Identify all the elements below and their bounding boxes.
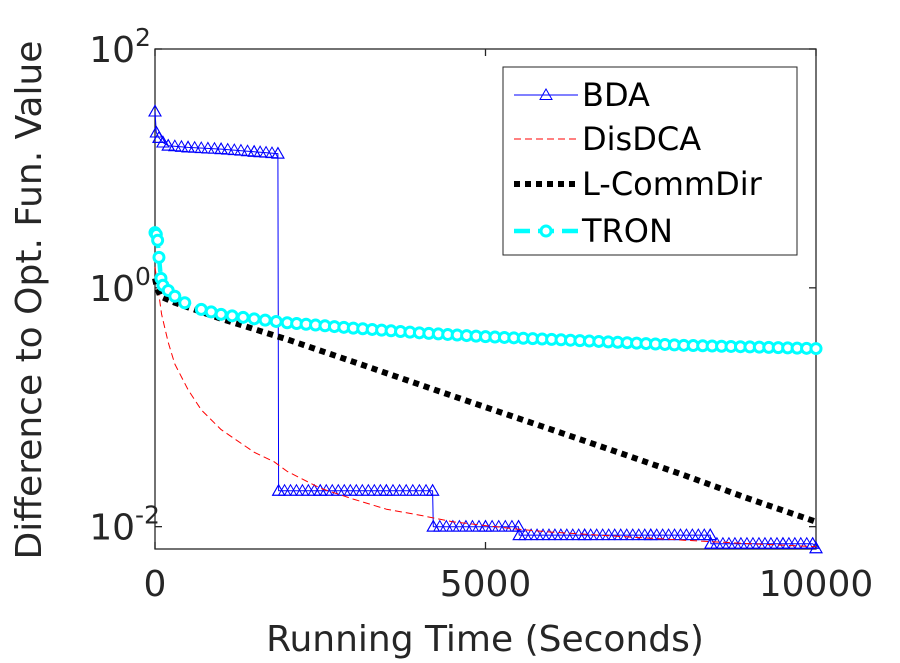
series-layer (148, 104, 823, 554)
legend: BDA DisDCA L-CommDir TRON (502, 66, 798, 256)
legend-item-l-commdir: L-CommDir (514, 165, 763, 203)
tron-marker (236, 310, 250, 324)
bda-marker (498, 519, 513, 532)
bda-marker (194, 141, 209, 154)
x-axis-label: Running Time (Seconds) (266, 619, 704, 660)
bda-marker (643, 528, 658, 541)
legend-label: BDA (582, 76, 650, 114)
y-tick-label: 10 0 (89, 262, 151, 310)
bda-marker (214, 142, 228, 155)
series-line-l-commdir (152, 277, 817, 525)
x-tick-label: 10000 (759, 564, 874, 605)
bda-marker (379, 483, 394, 496)
bda-marker (247, 144, 262, 157)
bda-marker (412, 483, 427, 496)
legend-label: DisDCA (582, 120, 701, 158)
legend-box (502, 66, 798, 256)
y-tick-base: 10 (89, 269, 135, 310)
bda-marker (512, 528, 527, 541)
tron-marker (258, 313, 272, 327)
legend-item-bda: BDA (514, 76, 650, 114)
legend-item-disdca: DisDCA (514, 120, 701, 158)
y-tick-label: 10 2 (89, 23, 151, 71)
tron-marker (152, 250, 166, 264)
bda-marker (405, 483, 420, 496)
y-tick-exponent: -2 (135, 501, 160, 530)
legend-label: L-CommDir (582, 165, 763, 203)
y-tick-label: 10 -2 (89, 501, 160, 549)
bda-marker (240, 144, 255, 157)
bda-marker (386, 483, 400, 496)
bda-marker (426, 519, 441, 532)
bda-marker (313, 483, 328, 496)
x-tick-label: 5000 (440, 564, 532, 605)
series-line-disdca (154, 266, 817, 548)
bda-marker (425, 483, 440, 496)
bda-marker (174, 139, 189, 152)
series-bda (148, 104, 823, 554)
tron-marker (178, 296, 192, 310)
legend-item-tron: TRON (514, 212, 673, 250)
bda-marker (271, 483, 286, 496)
tron-marker (225, 309, 239, 323)
series-tron (148, 226, 823, 356)
bda-marker (399, 483, 414, 496)
tron-marker (168, 289, 182, 303)
series-disdca (154, 266, 817, 548)
bda-marker (201, 141, 215, 154)
series-l-commdir (152, 277, 817, 525)
tron-marker (539, 224, 553, 238)
y-axis-label: Difference to Opt. Fun. Value (9, 41, 50, 560)
bda-marker (539, 87, 553, 100)
bda-marker (207, 141, 222, 154)
y-tick-base: 10 (89, 508, 135, 549)
tron-marker (269, 314, 283, 328)
bda-marker (148, 104, 162, 117)
bda-marker (491, 519, 506, 532)
bda-marker (234, 143, 248, 156)
bda-marker (505, 519, 519, 532)
tron-marker (214, 307, 228, 321)
bda-marker (776, 536, 790, 549)
x-tick-label: 0 (144, 564, 167, 605)
bda-marker (161, 138, 176, 151)
y-tick-base: 10 (89, 30, 135, 71)
bda-marker (419, 483, 433, 496)
bda-marker (227, 143, 242, 156)
bda-marker (181, 140, 195, 153)
tron-marker (151, 233, 165, 247)
y-tick-exponent: 2 (135, 23, 151, 52)
bda-marker (271, 146, 285, 159)
legend-label: TRON (581, 212, 673, 250)
tron-marker (809, 342, 823, 356)
tron-marker (247, 312, 261, 326)
bda-marker (485, 519, 499, 532)
y-tick-exponent: 0 (135, 262, 151, 291)
bda-marker (809, 541, 823, 554)
bda-marker (704, 536, 718, 549)
x-axis-ticks: 0 5000 10000 (144, 49, 874, 605)
bda-marker (392, 483, 407, 496)
bda-marker (156, 135, 170, 148)
